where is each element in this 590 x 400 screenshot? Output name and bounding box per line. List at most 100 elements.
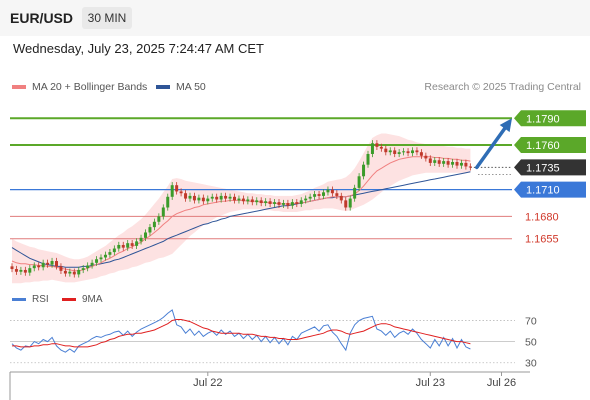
candle-body <box>201 197 205 202</box>
candle-body <box>41 262 45 268</box>
candle-body <box>468 166 472 168</box>
legend-ma20-bollinger: MA 20 + Bollinger Bands <box>12 81 147 93</box>
candle-body <box>384 148 388 153</box>
candle-body <box>135 241 139 246</box>
level-tag-0 <box>514 110 586 127</box>
candle-body <box>139 237 143 242</box>
candle-body <box>397 152 401 154</box>
candle-body <box>166 196 170 208</box>
candle-body <box>161 207 165 217</box>
candle-body <box>393 150 397 154</box>
candle-body <box>277 202 281 205</box>
candle-body <box>313 194 317 197</box>
candle-body <box>210 196 214 199</box>
candle-body <box>63 270 67 274</box>
candle-body <box>144 232 147 238</box>
legend-label-ma50: MA 50 <box>176 81 206 93</box>
candle-body <box>184 193 188 199</box>
projection-arrow-shaft <box>475 124 508 170</box>
legend-9ma: 9MA <box>62 294 103 305</box>
candle-body <box>37 265 41 268</box>
candle-body <box>130 243 134 246</box>
candle-body <box>415 150 419 153</box>
candle-body <box>148 227 152 233</box>
legend-label-rsi: RSI <box>32 294 49 305</box>
candle-body <box>433 160 437 163</box>
candle-body <box>446 161 450 165</box>
candle-body <box>411 150 414 154</box>
candle-body <box>188 195 192 199</box>
candle-body <box>357 176 361 188</box>
candle-body <box>179 191 183 194</box>
candle-body <box>459 162 463 166</box>
candle-body <box>326 189 330 193</box>
candles <box>10 140 472 278</box>
candle-body <box>152 221 156 228</box>
candle-body <box>344 200 348 208</box>
candle-body <box>81 268 85 270</box>
candle-body <box>322 192 325 196</box>
candle-body <box>402 151 406 153</box>
candle-body <box>273 202 277 204</box>
legend-label-ma20: MA 20 + Bollinger Bands <box>32 81 148 93</box>
candle-body <box>250 199 254 203</box>
candle-body <box>23 269 27 273</box>
candle-body <box>219 195 223 200</box>
candle-body <box>375 143 379 147</box>
candle-body <box>121 244 125 248</box>
legend-swatch-ma50 <box>156 85 170 89</box>
candle-body <box>206 198 210 202</box>
candle-body <box>197 197 201 201</box>
candle-body <box>437 160 441 164</box>
x-tick-label-2: Jul 26 <box>487 377 516 389</box>
candle-body <box>126 243 130 248</box>
candle-body <box>290 202 294 206</box>
candle-body <box>353 187 357 199</box>
candle-body <box>157 216 161 222</box>
rsi-series-rsi <box>11 309 471 353</box>
candle-body <box>299 200 303 204</box>
candle-body <box>255 200 259 203</box>
candle-body <box>295 202 299 204</box>
candle-body <box>14 269 18 272</box>
candle-body <box>19 269 23 272</box>
level-tag-3 <box>514 181 586 198</box>
candle-body <box>281 203 285 205</box>
candle-body <box>259 200 263 204</box>
ma50-line <box>11 171 471 268</box>
candle-body <box>55 261 58 267</box>
candle-body <box>46 262 50 265</box>
candle-body <box>108 252 112 255</box>
rsi-series-9ma <box>12 319 471 348</box>
candle-body <box>95 259 99 263</box>
level-label-3: 1.1710 <box>526 185 560 197</box>
candle-body <box>304 198 308 201</box>
candle-body <box>215 196 219 200</box>
candle-body <box>241 198 245 202</box>
bollinger-band-area <box>12 133 471 284</box>
level-tag-2 <box>514 159 586 176</box>
level-label-2: 1.1735 <box>526 162 560 174</box>
candle-body <box>68 271 72 274</box>
candle-body <box>268 201 272 204</box>
legend-swatch-9ma <box>62 298 76 301</box>
candle-body <box>424 155 428 159</box>
candle-body <box>348 198 352 208</box>
candle-body <box>28 268 32 273</box>
candle-body <box>308 196 312 199</box>
candle-body <box>77 269 81 275</box>
candle-body <box>428 158 432 163</box>
candle-body <box>246 199 250 202</box>
datetime-label: Wednesday, July 23, 2025 7:24:47 AM CET <box>13 41 264 56</box>
timeframe-button[interactable]: 30 MIN <box>82 7 132 29</box>
level-label-4: 1.1680 <box>525 211 559 223</box>
candle-body <box>388 150 392 153</box>
candle-body <box>72 271 76 275</box>
candle-body <box>175 185 179 192</box>
level-label-5: 1.1655 <box>525 234 559 246</box>
candle-body <box>264 201 268 204</box>
level-tag-1 <box>514 137 586 154</box>
candle-body <box>237 198 241 201</box>
legend-swatch-rsi <box>12 298 26 301</box>
